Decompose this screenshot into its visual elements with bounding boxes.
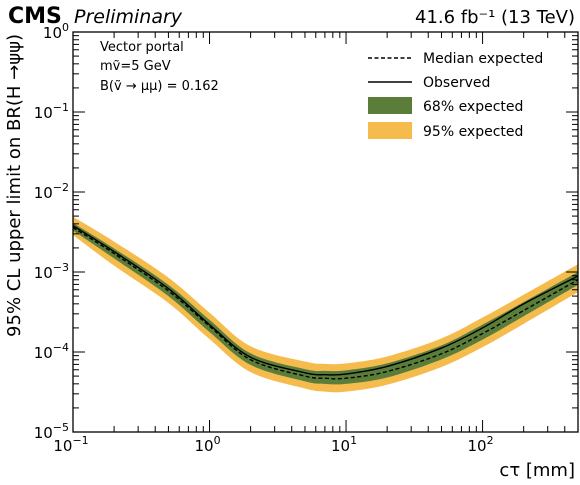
band-95-expected — [73, 216, 578, 393]
plot-frame — [72, 31, 579, 433]
legend-label: 68% expected — [423, 99, 523, 115]
x-tick-label: 101 — [331, 434, 357, 455]
status-label: Preliminary — [74, 6, 183, 28]
legend-label: 95% expected — [423, 124, 523, 140]
luminosity-label: 41.6 fb⁻¹ (13 TeV) — [415, 7, 575, 28]
x-tick-label: 102 — [468, 434, 494, 455]
series-observed — [73, 225, 578, 376]
annotation-mass: mṽ=5 GeV — [100, 59, 171, 74]
y-tick-label: 10−3 — [34, 261, 69, 282]
band-68-expected — [73, 222, 578, 385]
y-tick-label: 10−1 — [34, 101, 69, 122]
model-annotations: Vector portal mṽ=5 GeV B(ṽ → μμ) = 0.162 — [100, 40, 219, 94]
bands-layer — [73, 216, 578, 393]
x-tick-label: 10−1 — [53, 434, 88, 455]
y-tick-label: 10−5 — [34, 421, 69, 442]
legend-swatch — [368, 122, 412, 139]
y-tick-label: 10−4 — [34, 341, 69, 362]
ticks-layer: 10−1 100 101 102 10−5 10−4 10−3 10−2 10−1 100 — [34, 21, 579, 455]
legend: Median expected Observed 68% expected 95% e… — [368, 51, 543, 140]
series-median-expected — [73, 226, 578, 380]
y-axis-title: 95% CL upper limit on BR(H →ψψ) — [4, 34, 25, 337]
y-tick-label: 10−2 — [34, 181, 69, 202]
experiment-label: CMS — [8, 4, 62, 29]
x-tick-label: 100 — [194, 434, 220, 455]
lines-layer — [73, 225, 578, 380]
y-tick-label: 100 — [43, 21, 69, 42]
legend-label: Observed — [423, 75, 490, 91]
x-axis-title: cτ [mm] — [499, 460, 575, 481]
annotation-branching: B(ṽ → μμ) = 0.162 — [100, 79, 219, 94]
legend-swatch — [368, 97, 412, 114]
annotation-portal: Vector portal — [100, 40, 184, 55]
legend-label: Median expected — [423, 51, 543, 67]
plot-area: 10−1 100 101 102 10−5 10−4 10−3 10−2 10−1 100 — [34, 21, 579, 455]
